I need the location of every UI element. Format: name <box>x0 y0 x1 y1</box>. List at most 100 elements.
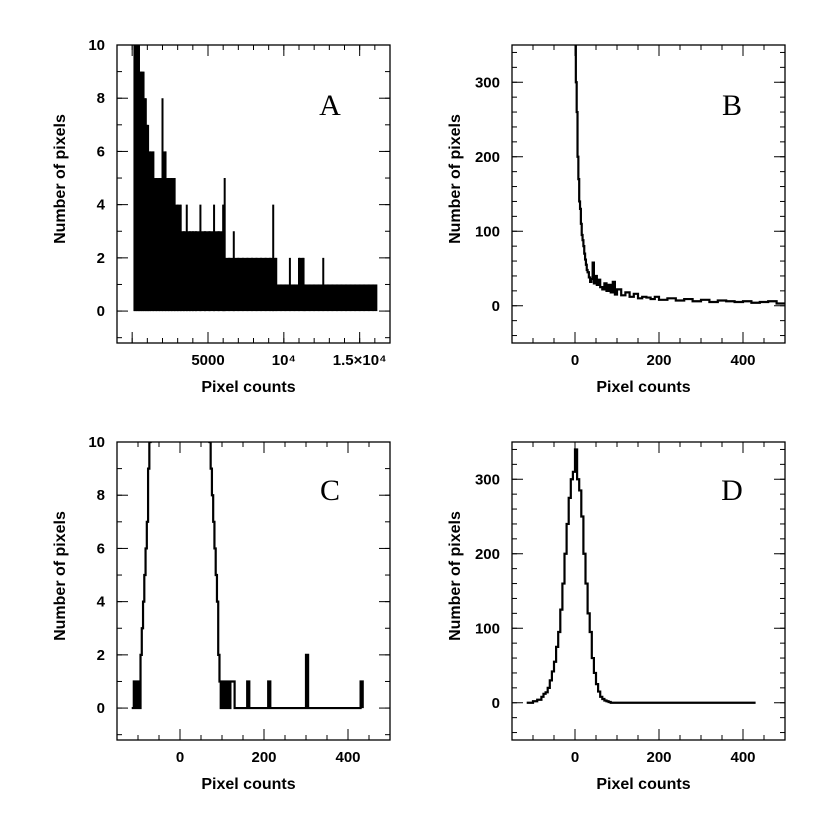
plot-frame <box>116 441 391 741</box>
plot-frame <box>511 441 786 741</box>
y-tick-label: 0 <box>492 695 500 712</box>
panel-letter: A <box>319 89 341 122</box>
histogram-line <box>131 442 364 710</box>
y-axis-label: Number of pixels <box>52 114 69 244</box>
histogram-mass <box>323 284 328 312</box>
panel-d: 0 200 400 0 100 200 300 Pixel counts Number of p… <box>447 441 786 793</box>
histogram-line <box>526 448 756 704</box>
panel-letter: D <box>721 474 743 507</box>
y-axis-label: Number of pixels <box>447 114 464 244</box>
histogram-mass <box>162 151 166 312</box>
y-tick-label: 2 <box>97 250 105 267</box>
y-tick-label: 0 <box>97 303 105 320</box>
panel-c: 0 200 400 0 2 4 6 8 10 Pixel counts Number of pixe… <box>52 434 391 793</box>
y-tick-label: 10 <box>88 434 105 451</box>
histogram-mass <box>261 257 266 312</box>
x-axis-label: Pixel counts <box>596 776 690 793</box>
x-tick-label: 400 <box>335 749 360 766</box>
y-tick-label: 2 <box>97 647 105 664</box>
y-tick-label: 100 <box>475 620 500 637</box>
histogram-mass <box>251 257 257 312</box>
histogram-mass <box>209 231 215 312</box>
histogram-mass <box>134 45 137 312</box>
histogram-mass <box>364 284 369 312</box>
x-tick-label: 5000 <box>191 352 224 369</box>
y-tick-label: 300 <box>475 471 500 488</box>
histogram-mass <box>143 98 146 312</box>
histogram-mass <box>289 284 295 312</box>
histogram-mass <box>273 257 277 312</box>
y-tick-label: 8 <box>97 90 105 107</box>
histogram-mass <box>229 257 234 312</box>
histogram-mass <box>171 178 175 312</box>
histogram-mass <box>247 257 252 312</box>
histogram-mass <box>373 284 377 312</box>
histogram-mass <box>350 284 356 312</box>
histogram-mass <box>341 284 347 312</box>
histogram-mass <box>336 284 342 312</box>
x-tick-label: 400 <box>730 352 755 369</box>
y-tick-label: 4 <box>97 594 106 611</box>
plot-frame <box>511 44 786 344</box>
histogram-mass <box>265 257 271 312</box>
y-axis-label: Number of pixels <box>52 511 69 641</box>
histogram-mass <box>359 284 365 312</box>
y-tick-label: 0 <box>492 298 500 315</box>
y-tick-label: 0 <box>97 700 105 717</box>
y-tick-label: 300 <box>475 74 500 91</box>
histogram-line <box>574 45 785 305</box>
histogram-mass <box>327 284 333 312</box>
x-tick-label: 10⁴ <box>272 352 296 369</box>
x-axis-label: Pixel counts <box>596 379 690 396</box>
y-tick-label: 6 <box>97 540 105 557</box>
histogram-mass <box>309 284 315 312</box>
histogram-mass <box>195 231 201 312</box>
histogram-mass <box>242 257 248 312</box>
histogram-mass <box>285 284 290 312</box>
histogram-series <box>133 45 378 312</box>
histogram-mass <box>314 284 319 312</box>
histogram-mass <box>141 71 144 312</box>
histogram-mass <box>174 204 178 312</box>
histogram-mass <box>156 178 160 312</box>
histogram-mass <box>180 231 184 312</box>
histogram-mass <box>148 151 151 312</box>
histogram-mass <box>280 284 286 312</box>
histogram-mass <box>256 257 262 312</box>
histogram-mass <box>192 231 196 312</box>
histogram-mass <box>318 284 324 312</box>
histogram-mass <box>168 178 172 312</box>
histogram-mass <box>186 231 190 312</box>
histogram-mass <box>177 204 181 312</box>
histogram-mass <box>138 71 142 312</box>
histogram-mass <box>305 284 310 312</box>
histogram-mass <box>368 284 374 312</box>
y-tick-label: 6 <box>97 143 105 160</box>
panel-letter: C <box>320 474 340 507</box>
histogram-mass <box>204 231 210 312</box>
x-tick-label: 0 <box>571 749 579 766</box>
x-axis-label: Pixel counts <box>201 776 295 793</box>
x-axis-label: Pixel counts <box>201 379 295 396</box>
histogram-mass <box>183 231 187 312</box>
histogram-mass <box>233 257 239 312</box>
x-tick-label: 200 <box>251 749 276 766</box>
histogram-mass <box>346 284 351 312</box>
histogram-mass <box>136 45 139 312</box>
x-tick-label: 0 <box>571 352 579 369</box>
y-tick-label: 10 <box>88 37 105 54</box>
x-tick-label: 200 <box>646 749 671 766</box>
histogram-mass <box>214 231 219 312</box>
y-tick-label: 8 <box>97 487 105 504</box>
histogram-mass <box>159 178 163 312</box>
panel-a: 5000 10⁴ 1.5×10⁴ 0 2 4 6 8 10 Pixel counts Number … <box>52 37 391 396</box>
histogram-mass <box>299 257 304 312</box>
histogram-mass <box>165 178 169 312</box>
histogram-mass <box>294 284 299 312</box>
histogram-mass <box>153 178 157 312</box>
histogram-mass <box>224 257 230 312</box>
histogram-mass <box>200 231 205 312</box>
histogram-mass <box>355 284 360 312</box>
y-tick-label: 100 <box>475 223 500 240</box>
